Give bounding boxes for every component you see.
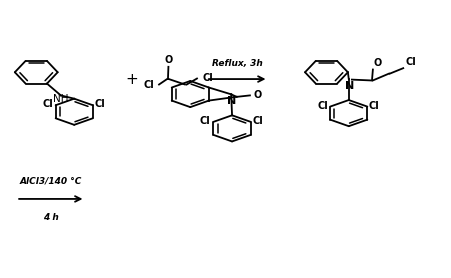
Text: Cl: Cl xyxy=(143,80,154,90)
Text: N: N xyxy=(344,81,353,91)
Text: O: O xyxy=(373,58,381,68)
Text: Cl: Cl xyxy=(317,101,327,111)
Text: Cl: Cl xyxy=(199,116,209,126)
Text: Cl: Cl xyxy=(42,99,53,109)
Text: Cl: Cl xyxy=(94,99,105,109)
Text: Cl: Cl xyxy=(368,101,378,111)
Text: Cl: Cl xyxy=(252,116,263,126)
Text: Cl: Cl xyxy=(202,73,212,83)
Text: +: + xyxy=(125,71,138,86)
Text: 4 h: 4 h xyxy=(43,213,59,222)
Text: AlCl3/140 °C: AlCl3/140 °C xyxy=(19,176,82,185)
Text: Reflux, 3h: Reflux, 3h xyxy=(212,59,262,68)
Text: O: O xyxy=(253,90,262,100)
Text: Cl: Cl xyxy=(405,57,415,67)
Text: N: N xyxy=(227,96,236,106)
Text: O: O xyxy=(164,54,172,64)
Text: NH: NH xyxy=(53,94,69,104)
